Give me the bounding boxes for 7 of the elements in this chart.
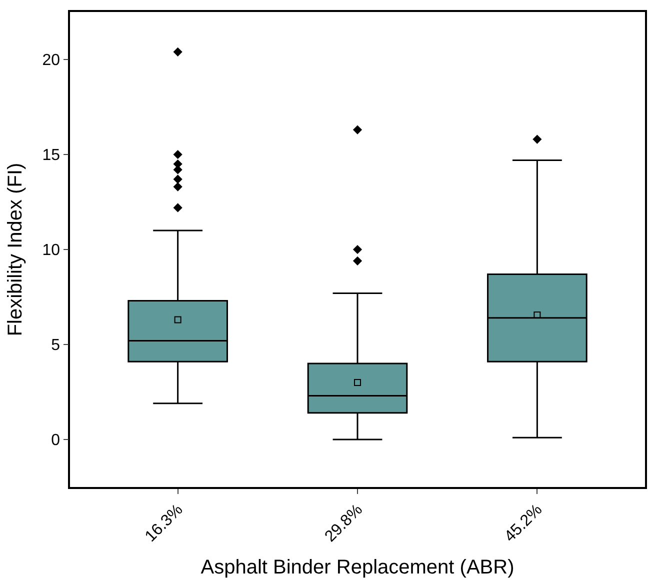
y-tick-label: 0 xyxy=(51,432,60,450)
y-tick-label: 15 xyxy=(42,147,60,164)
y-tick-label: 5 xyxy=(51,337,60,354)
y-tick-label: 20 xyxy=(42,52,60,70)
x-axis-title: Asphalt Binder Replacement (ABR) xyxy=(200,556,514,579)
y-tick-label: 10 xyxy=(42,242,60,260)
y-axis-title: Flexibility Index (FI) xyxy=(4,162,26,336)
